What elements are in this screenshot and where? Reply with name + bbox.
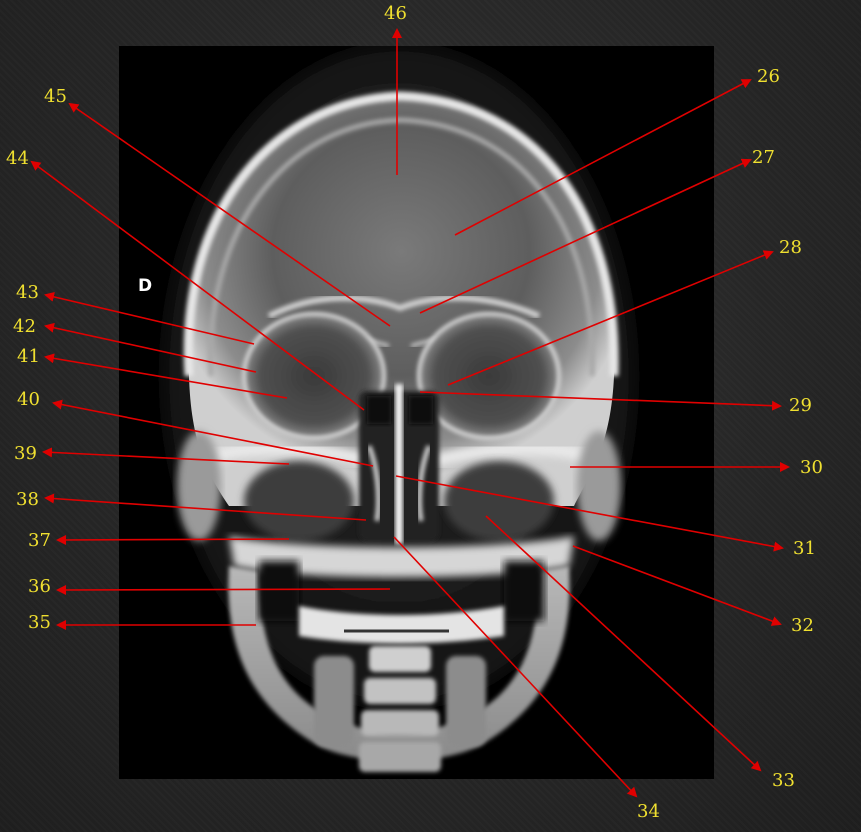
- arrow-40: [52, 399, 374, 467]
- label-46: 46: [384, 3, 407, 24]
- hard-palate: [229, 536, 574, 578]
- inner-table: [208, 117, 595, 377]
- lateral-mass-left: [314, 656, 354, 746]
- arrow-26: [454, 79, 752, 236]
- arrow-33: [485, 515, 762, 772]
- lesser-wings: [267, 295, 541, 319]
- arrow-27: [419, 158, 752, 314]
- arrow-group: [30, 28, 790, 798]
- label-40: 40: [17, 389, 40, 410]
- label-26: 26: [757, 66, 780, 87]
- label-36: 36: [28, 576, 51, 597]
- label-41: 41: [17, 346, 40, 367]
- outer-table: [183, 91, 619, 377]
- arrow-29: [419, 391, 782, 411]
- oral-airway-right: [504, 561, 544, 621]
- skull-xray-image: [164, 46, 634, 772]
- lateral-mass-right: [446, 656, 486, 746]
- side-marker-label: D: [138, 276, 152, 296]
- label-42: 42: [13, 316, 36, 337]
- turbinate-right: [416, 445, 432, 522]
- maxillary-sinus-right: [444, 461, 554, 541]
- arrow-28: [447, 250, 774, 386]
- label-43: 43: [16, 282, 39, 303]
- arrow-44: [30, 160, 365, 411]
- label-29: 29: [789, 395, 812, 416]
- label-30: 30: [800, 457, 823, 478]
- vertebra: [369, 646, 431, 672]
- xray-panel: [119, 46, 714, 779]
- oral-airway-left: [259, 561, 299, 621]
- label-38: 38: [16, 489, 39, 510]
- arrow-31: [395, 475, 784, 552]
- arrow-43: [44, 291, 255, 345]
- label-group: 46 26 27 28 29 30 31 32 33 34 35 36 37 3…: [6, 3, 823, 822]
- orbit-left: [244, 314, 384, 438]
- vertebra: [361, 710, 439, 736]
- label-32: 32: [791, 615, 814, 636]
- arrow-34: [393, 536, 638, 798]
- arrow-38: [44, 493, 367, 521]
- turbinate-left: [366, 445, 382, 522]
- vertebra: [364, 678, 436, 704]
- mastoid-right: [577, 431, 621, 541]
- label-39: 39: [14, 443, 37, 464]
- orbit-right: [419, 314, 559, 438]
- label-34: 34: [637, 801, 660, 822]
- label-27: 27: [752, 147, 775, 168]
- orbit-rim-right: [417, 312, 561, 440]
- label-31: 31: [793, 538, 816, 559]
- arrow-39: [42, 447, 290, 465]
- arrow-42: [44, 322, 257, 373]
- label-37: 37: [28, 530, 51, 551]
- teeth-row: [299, 606, 504, 644]
- label-45: 45: [44, 86, 67, 107]
- vertebra: [359, 742, 441, 772]
- arrow-36: [56, 584, 391, 595]
- arrow-45: [68, 102, 391, 327]
- orbit-rim-left: [242, 312, 386, 440]
- nasal-septum: [395, 384, 403, 544]
- arrow-37: [56, 534, 290, 545]
- ethmoid-cell-left: [367, 396, 391, 424]
- label-35: 35: [28, 612, 51, 633]
- cervical-spine: [314, 646, 486, 772]
- maxillary-sinus-left: [244, 461, 354, 541]
- arrow-32: [572, 545, 782, 626]
- label-28: 28: [779, 237, 802, 258]
- label-33: 33: [772, 770, 795, 791]
- label-44: 44: [6, 148, 29, 169]
- ethmoid-cell-right: [409, 396, 433, 424]
- arrow-41: [44, 353, 288, 399]
